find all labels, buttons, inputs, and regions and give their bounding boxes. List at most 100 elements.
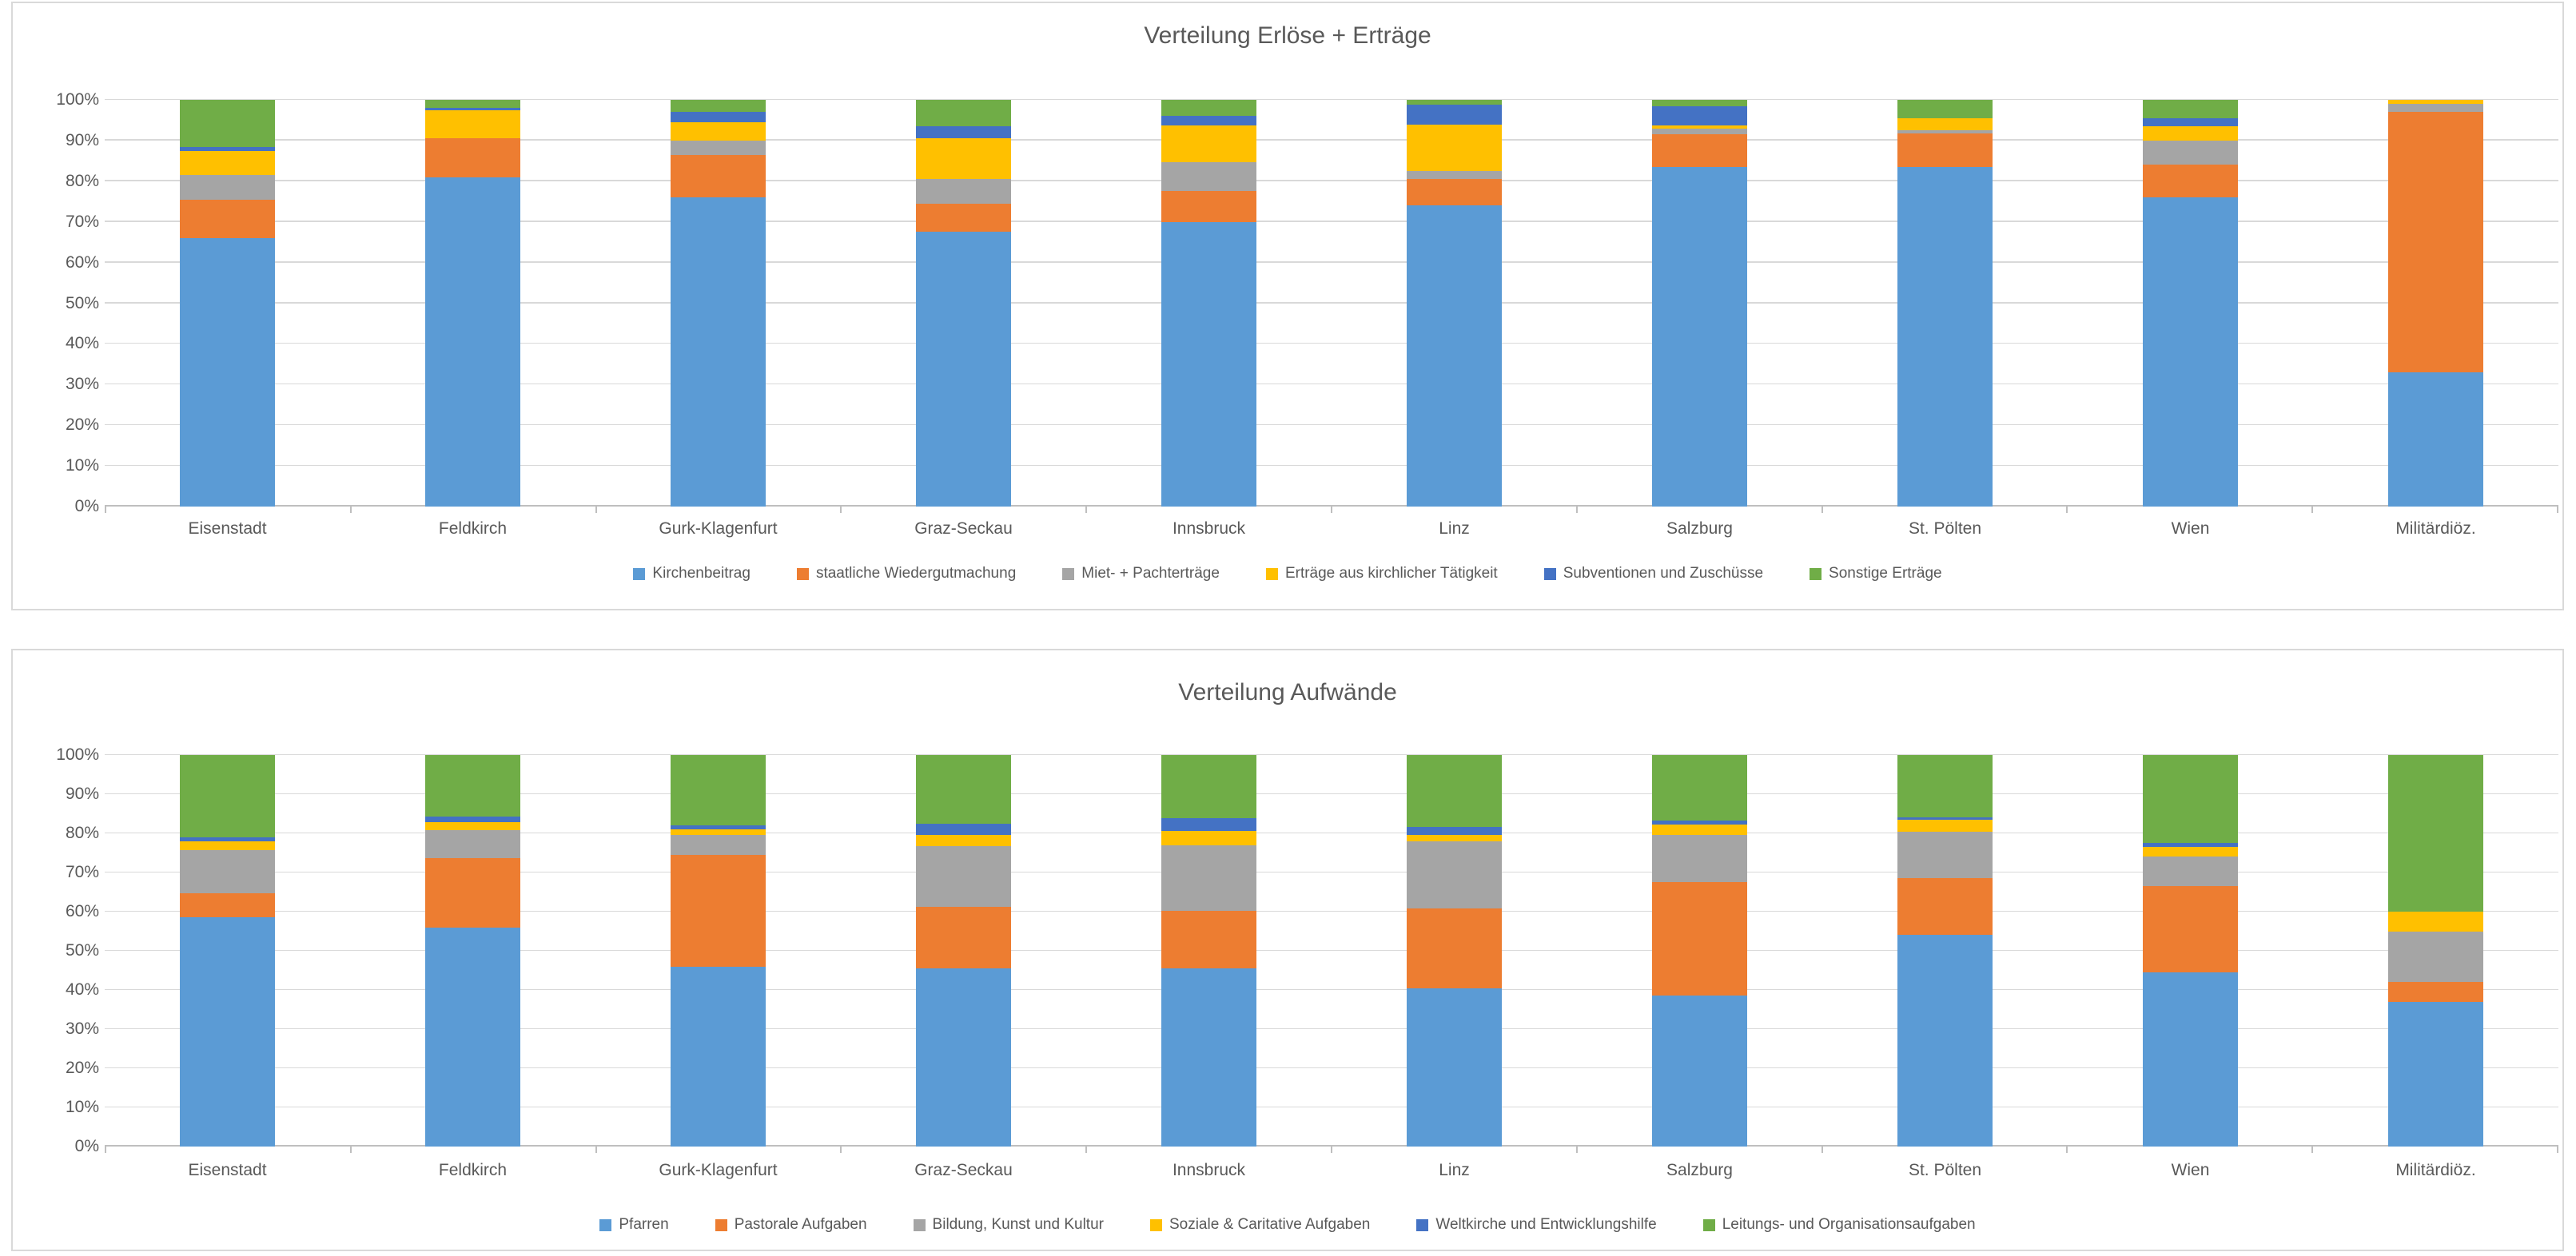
axis-tick bbox=[595, 1147, 597, 1153]
y-tick-label: 10% bbox=[65, 456, 99, 475]
bar-segment-soziale-caritative-aufgaben bbox=[1897, 819, 1993, 832]
axis-tick bbox=[349, 1147, 352, 1153]
axis-tick bbox=[2066, 1147, 2068, 1153]
bar-segment-sonstige-erträge bbox=[1406, 100, 1503, 105]
plot-area bbox=[105, 98, 2558, 507]
legend-item: Leitungs- und Organisationsaufgaben bbox=[1702, 1216, 1976, 1234]
y-tick-label: 50% bbox=[65, 941, 99, 960]
bar-segment-soziale-caritative-aufgaben bbox=[424, 821, 521, 830]
bar-segment-weltkirche-und-entwicklungshilfe bbox=[1651, 821, 1748, 825]
legend-swatch bbox=[1062, 567, 1075, 580]
bar-segment-subventionen-und-zuschüsse bbox=[1406, 105, 1503, 125]
bar-segment-weltkirche-und-entwicklungshilfe bbox=[424, 817, 521, 822]
stacked-bar bbox=[2142, 100, 2239, 507]
stacked-bar bbox=[2387, 100, 2484, 507]
legend-label: Sonstige Erträge bbox=[1829, 565, 1942, 582]
bar-segment-sonstige-erträge bbox=[1161, 100, 1257, 117]
bar-segment-bildung-kunst-und-kultur bbox=[2142, 856, 2239, 887]
legend-swatch bbox=[599, 1218, 612, 1231]
bar-segment-soziale-caritative-aufgaben bbox=[2387, 912, 2484, 932]
bar-column bbox=[1822, 755, 2068, 1147]
bar-segment-pastorale-aufgaben bbox=[1651, 882, 1748, 996]
x-tick-label: Wien bbox=[2171, 1161, 2210, 1179]
y-tick-label: 30% bbox=[65, 375, 99, 394]
bar-segment-kirchenbeitrag bbox=[1651, 167, 1748, 507]
legend-swatch bbox=[1416, 1218, 1429, 1231]
y-tick-label: 90% bbox=[65, 130, 99, 149]
bar-segment-leitungs-und-organisationsaufgaben bbox=[2142, 755, 2239, 844]
bar-segment-pastorale-aufgaben bbox=[1161, 910, 1257, 969]
bar-segment-weltkirche-und-entwicklungshilfe bbox=[1897, 817, 1993, 820]
bar-segment-erträge-aus-kirchlicher-tätigkeit bbox=[1651, 125, 1748, 129]
bar-segment-pastorale-aufgaben bbox=[179, 892, 276, 918]
y-tick-label: 0% bbox=[74, 497, 99, 515]
y-axis-labels: 0% 10% 20% 30% 40% 50% 60% 70% 80% 90% 100% bbox=[19, 745, 99, 1155]
bar-column bbox=[1332, 100, 1577, 507]
legend-swatch bbox=[1265, 567, 1278, 580]
bar-segment-erträge-aus-kirchlicher-tätigkeit bbox=[179, 150, 276, 176]
bar-segment-staatliche-wiedergutmachung bbox=[179, 199, 276, 239]
bar-column bbox=[2068, 100, 2313, 507]
bar-column bbox=[1086, 100, 1332, 507]
bar-column bbox=[595, 755, 841, 1147]
legend-swatch bbox=[1149, 1218, 1162, 1231]
legend-label: Subventionen und Zuschüsse bbox=[1563, 565, 1764, 582]
bar-segment-staatliche-wiedergutmachung bbox=[2387, 112, 2484, 373]
stacked-bar bbox=[915, 100, 1012, 507]
x-tick-label: Eisenstadt bbox=[188, 1161, 267, 1179]
bar-segment-erträge-aus-kirchlicher-tätigkeit bbox=[1897, 117, 1993, 130]
legend-label: Kirchenbeitrag bbox=[652, 565, 751, 582]
x-tick-label: St. Pölten bbox=[1908, 519, 1982, 538]
chart-panel-expenses: Verteilung Aufwände 0% 10% 20% 30% 40% 50% 60%… bbox=[11, 649, 2564, 1251]
x-tick-label: Feldkirch bbox=[438, 1161, 508, 1179]
bar-segment-kirchenbeitrag bbox=[915, 232, 1012, 507]
bar-segment-bildung-kunst-und-kultur bbox=[179, 849, 276, 893]
bar-segment-weltkirche-und-entwicklungshilfe bbox=[670, 825, 766, 830]
gridline bbox=[105, 221, 2558, 222]
gridline bbox=[105, 910, 2558, 912]
gridline bbox=[105, 139, 2558, 141]
gridline bbox=[105, 342, 2558, 344]
bar-segment-soziale-caritative-aufgaben bbox=[670, 829, 766, 836]
bar-segment-weltkirche-und-entwicklungshilfe bbox=[1406, 827, 1503, 835]
bar-segment-pfarren bbox=[2142, 972, 2239, 1147]
y-tick-label: 20% bbox=[65, 415, 99, 435]
bar-segment-sonstige-erträge bbox=[1651, 100, 1748, 106]
bar-segment-subventionen-und-zuschüsse bbox=[670, 112, 766, 123]
y-tick-label: 100% bbox=[56, 90, 99, 109]
legend-item: Sonstige Erträge bbox=[1810, 565, 1942, 582]
stacked-bar bbox=[670, 755, 766, 1147]
bar-segment-kirchenbeitrag bbox=[1406, 205, 1503, 507]
y-tick-label: 70% bbox=[65, 863, 99, 881]
bar-segment-staatliche-wiedergutmachung bbox=[424, 138, 521, 177]
y-axis-labels: 0% 10% 20% 30% 40% 50% 60% 70% 80% 90% 100% bbox=[19, 90, 99, 515]
bar-segment-miet-pachterträge bbox=[2142, 140, 2239, 165]
plot-area bbox=[105, 753, 2558, 1147]
x-tick-label: St. Pölten bbox=[1908, 1161, 1982, 1179]
x-tick-label: Eisenstadt bbox=[188, 519, 267, 538]
axis-tick bbox=[1330, 507, 1332, 513]
bar-segment-kirchenbeitrag bbox=[179, 238, 276, 507]
stacked-bar bbox=[424, 755, 521, 1147]
gridline bbox=[105, 753, 2558, 755]
bar-segment-miet-pachterträge bbox=[1406, 171, 1503, 180]
legend-item: Weltkirche und Entwicklungshilfe bbox=[1416, 1216, 1657, 1234]
bar-segment-miet-pachterträge bbox=[1897, 129, 1993, 133]
bar-segment-erträge-aus-kirchlicher-tätigkeit bbox=[1406, 124, 1503, 172]
bar-segment-kirchenbeitrag bbox=[2387, 372, 2484, 507]
bar-segment-pfarren bbox=[2387, 1001, 2484, 1147]
bar-column bbox=[1577, 755, 1822, 1147]
legend-swatch bbox=[1702, 1218, 1715, 1231]
x-tick-label: Salzburg bbox=[1666, 1161, 1733, 1179]
bar-segment-weltkirche-und-entwicklungshilfe bbox=[2142, 843, 2239, 848]
axis-tick bbox=[2556, 507, 2558, 513]
y-tick-label: 70% bbox=[65, 212, 99, 231]
bar-segment-leitungs-und-organisationsaufgaben bbox=[179, 755, 276, 837]
legend-label: Weltkirche und Entwicklungshilfe bbox=[1435, 1216, 1657, 1233]
chart-title: Verteilung Erlöse + Erträge bbox=[1144, 22, 1431, 49]
bar-segment-bildung-kunst-und-kultur bbox=[1406, 841, 1503, 909]
legend-label: Miet- + Pachterträge bbox=[1081, 565, 1220, 582]
y-tick-label: 80% bbox=[65, 824, 99, 842]
bar-segment-pfarren bbox=[915, 968, 1012, 1147]
bar-segment-bildung-kunst-und-kultur bbox=[424, 829, 521, 858]
